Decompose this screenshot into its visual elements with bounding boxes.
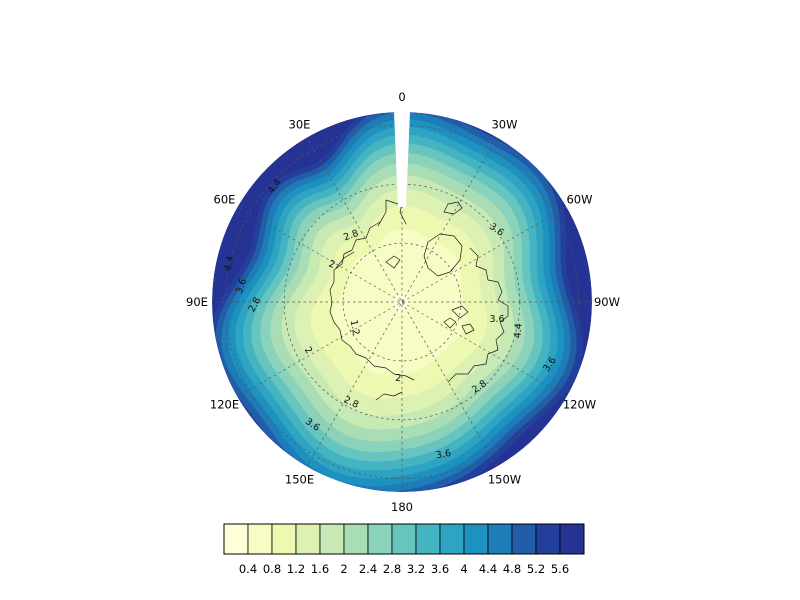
colorbar-cell [463,523,489,555]
contour-label: 1.2 [348,319,361,336]
coastline [329,221,415,381]
colorbar-tick-label: 4 [460,562,467,576]
contour-label: 4.4 [223,255,237,272]
colorbar-tick-label: 0.4 [239,562,257,576]
colorbar-cell [439,523,465,555]
missing-sector-wedge [394,112,410,208]
colorbar-tick-label: 4.8 [503,562,521,576]
colorbar-tick-label: 5.6 [551,562,569,576]
colorbar-tick-label: 0.8 [263,562,281,576]
colorbar-tick-label: 3.2 [407,562,425,576]
contour-label: 2 [327,258,336,270]
colorbar-tick-label: 2 [340,562,347,576]
colorbar-frame [223,523,585,555]
longitude-label: 120E [210,398,239,412]
colorbar-tick-label: 1.2 [287,562,305,576]
coastline [335,251,355,269]
colorbar-cell [415,523,441,555]
contour-label: 4.4 [512,323,524,339]
contour-label: 3.6 [435,448,452,461]
colorbar-cell [319,523,345,555]
colorbar-cell [247,523,273,555]
longitude-label: 30W [491,118,517,132]
longitude-label: 90W [594,295,620,309]
longitude-label: 120W [563,398,596,412]
coastline [443,201,463,215]
longitude-label: 60E [214,193,236,207]
contour-band [392,292,411,312]
longitude-label: 0 [398,90,405,104]
colorbar-cell [559,523,585,555]
colorbar-cell [271,523,297,555]
colorbar-tick-label: 1.6 [311,562,329,576]
coastline [375,391,403,401]
colorbar-cell [295,523,321,555]
colorbar-tick-label: 2.4 [359,562,377,576]
colorbar: 0.4 0.8 1.2 1.6 2 2.4 2.8 3.2 3.6 4 4.4 4.8 5.2 5.6 [223,523,585,576]
longitude-label: 30E [289,118,311,132]
colorbar-cell [223,523,249,555]
longitude-label: 180 [391,500,413,514]
colorbar-cell [511,523,537,555]
colorbar-cell [343,523,369,555]
longitude-label: 150W [488,473,521,487]
colorbar-cell [391,523,417,555]
missing-data-wedge [394,112,410,208]
colorbar-cell [535,523,561,555]
colorbar-tick-label: 3.6 [431,562,449,576]
contour-label: 2 [395,373,402,384]
contour-labels-layer: 4.42.824.43.62.81.2 3.64.43.62.822.83.63.… [223,177,559,461]
coastline [443,305,475,335]
longitude-label: 90E [186,295,208,309]
coastline-layer [329,195,509,401]
colorbar-tick-label: 2.8 [383,562,401,576]
longitude-label: 150E [285,473,314,487]
coastline [423,233,463,277]
contour-label: 2.8 [342,228,360,244]
latitude-circle [342,242,462,362]
coastline [447,247,509,383]
colorbar-cell [487,523,513,555]
longitude-labels-layer: 0 30W 60W 90W 120W 150W 180 150E 120E 90E 60E 30E [186,90,620,514]
colorbar-tick-label: 5.2 [527,562,545,576]
colorbar-tick-label: 4.4 [479,562,497,576]
coastline [385,255,401,269]
contour-label: 3.6 [234,277,250,295]
colorbar-cell [367,523,393,555]
longitude-label: 60W [566,193,592,207]
contour-label: 2 [302,345,314,356]
contour-label: 3.6 [489,314,504,325]
